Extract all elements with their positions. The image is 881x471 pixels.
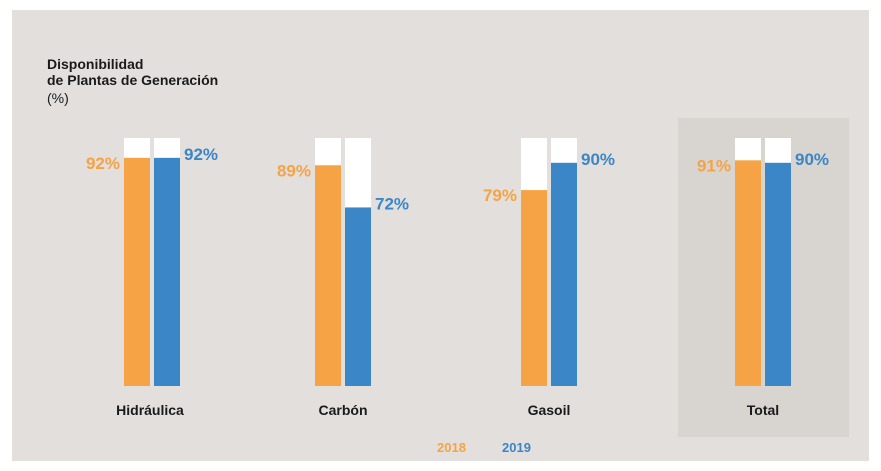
value-label-2018: 79% [483,186,517,205]
category-label: Hidráulica [116,402,184,418]
highlight-background [678,118,849,437]
bar-2019 [345,207,371,386]
bar-2019 [765,162,791,386]
category-label: Carbón [319,402,368,418]
value-label-2019: 72% [375,194,409,213]
bar-2019 [154,157,180,386]
value-label-2018: 89% [277,161,311,180]
bar-2018 [315,165,341,386]
bar-2018 [735,160,761,386]
value-label-2018: 91% [697,156,731,175]
value-label-2019: 92% [184,145,218,164]
legend-2018: 2018 [437,440,466,455]
bar-2018 [124,157,150,386]
category-label: Total [747,402,779,418]
bar-2019 [551,162,577,386]
value-label-2019: 90% [795,150,829,169]
chart-title-line-1: Disponibilidad [47,56,144,72]
legend-2019: 2019 [502,440,531,455]
value-label-2018: 92% [86,154,120,173]
bar-2018 [521,190,547,386]
chart-unit: (%) [47,90,69,106]
category-label: Gasoil [528,402,571,418]
chart-title: Disponibilidad de Plantas de Generación [47,56,218,88]
value-label-2019: 90% [581,150,615,169]
chart-title-line-2: de Plantas de Generación [47,72,219,88]
